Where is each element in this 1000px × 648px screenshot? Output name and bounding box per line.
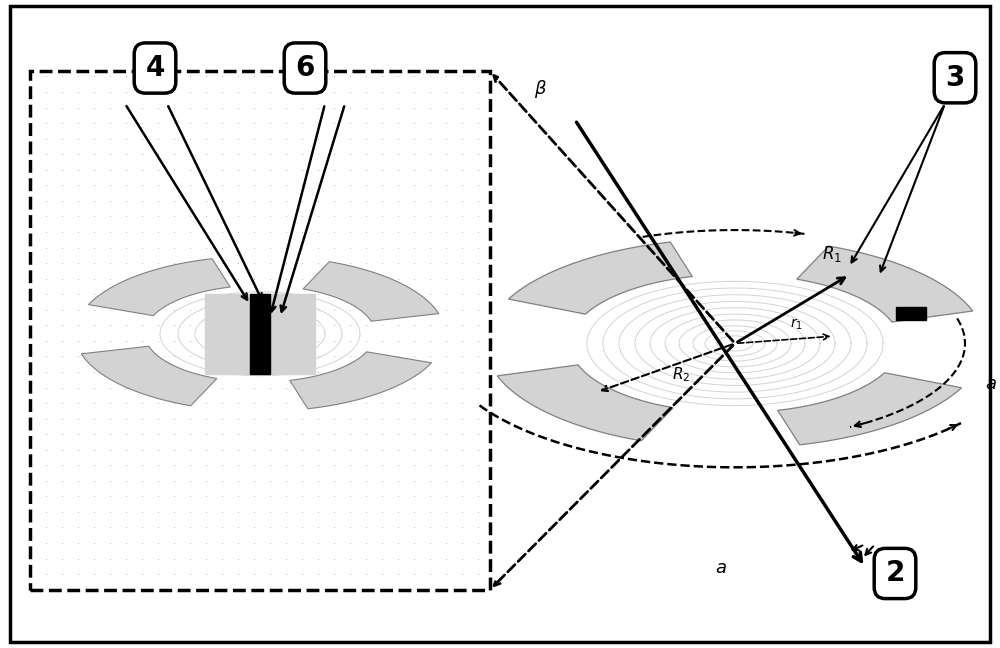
- Text: $\beta$: $\beta$: [534, 78, 547, 100]
- Text: $a$: $a$: [715, 559, 727, 577]
- Polygon shape: [497, 365, 673, 441]
- Text: $R_2$: $R_2$: [672, 365, 690, 384]
- Text: $R_1$: $R_1$: [822, 244, 842, 264]
- Bar: [205, 294, 315, 374]
- Text: 4: 4: [145, 54, 165, 82]
- Polygon shape: [303, 262, 439, 321]
- Text: 6: 6: [295, 54, 315, 82]
- Polygon shape: [81, 346, 217, 406]
- Polygon shape: [508, 242, 692, 314]
- Polygon shape: [290, 352, 432, 409]
- Bar: [896, 307, 926, 320]
- Polygon shape: [797, 246, 973, 322]
- Polygon shape: [778, 373, 962, 445]
- Bar: [250, 294, 270, 374]
- Polygon shape: [88, 259, 230, 316]
- Text: $r_1$: $r_1$: [790, 316, 803, 332]
- Text: 2: 2: [885, 559, 905, 588]
- Text: $a$: $a$: [985, 375, 997, 393]
- Text: 3: 3: [945, 64, 965, 92]
- Bar: [30, 71, 490, 590]
